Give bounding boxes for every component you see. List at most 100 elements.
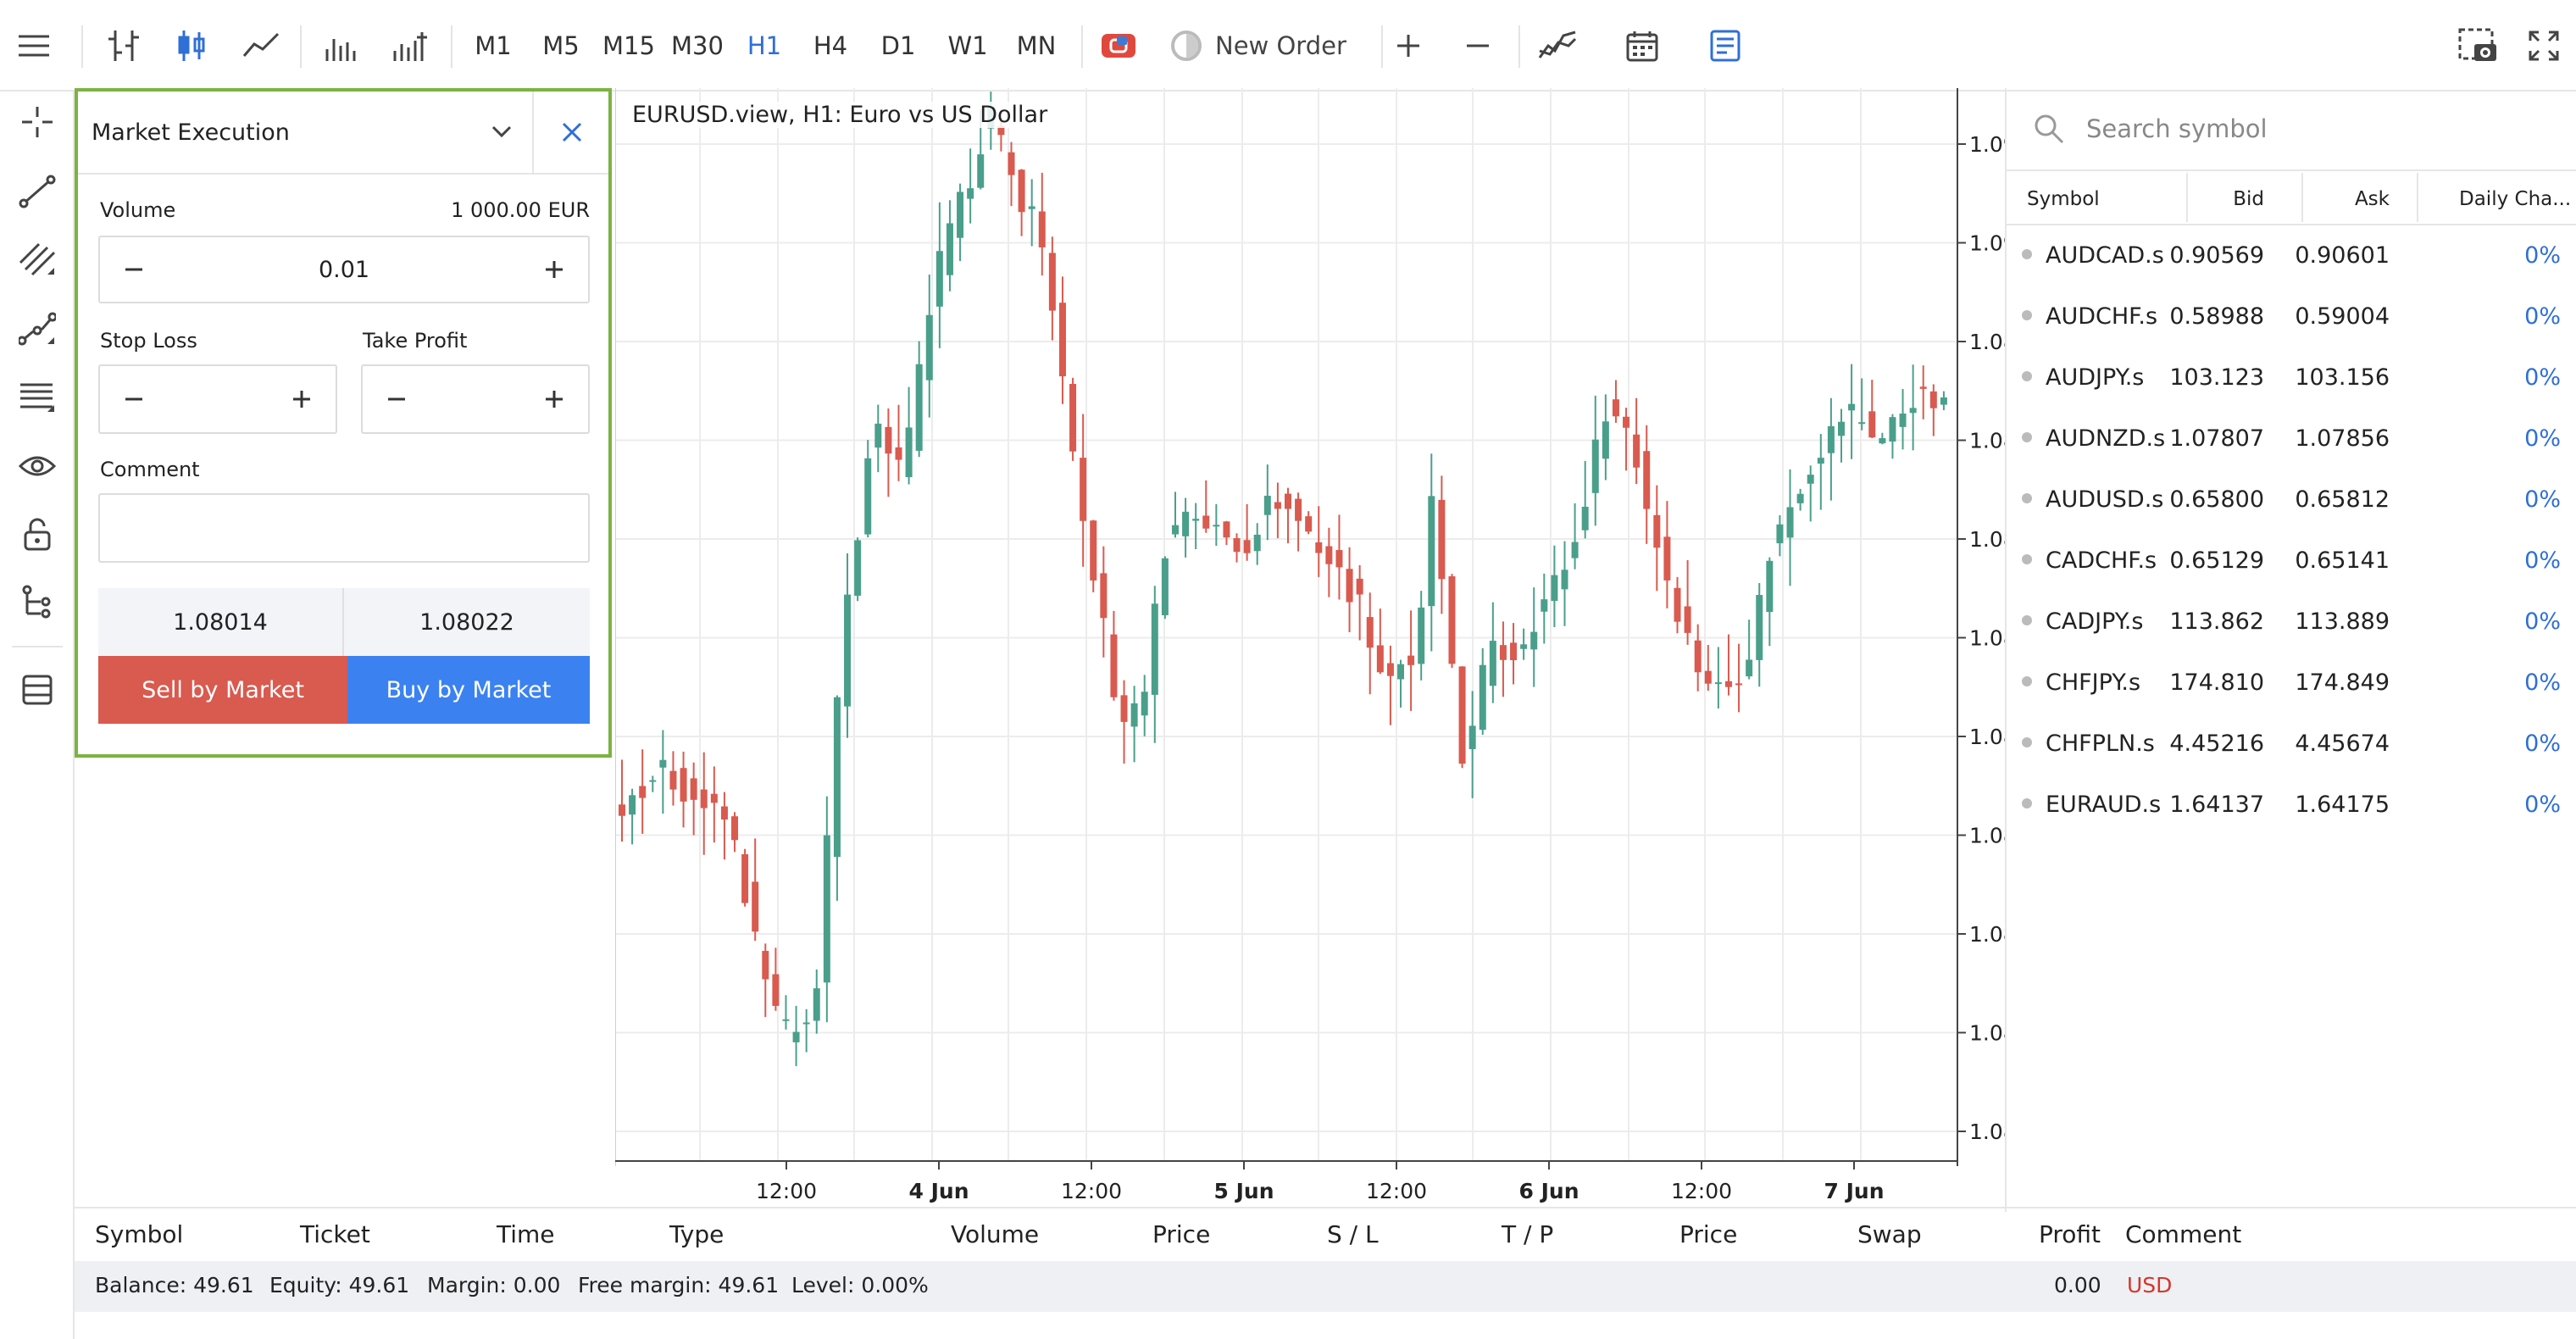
- candlestick-chart[interactable]: 1.09170 1.09080 1.08990 1.08900 1.08810 1.087…: [615, 88, 2005, 1212]
- comment-label: Comment: [100, 458, 200, 481]
- market-watch-row[interactable]: EURAUD.s 1.64137 1.64175 0%: [2007, 775, 2576, 836]
- volume-increase-button[interactable]: [529, 237, 580, 302]
- sell-by-market-button[interactable]: Sell by Market: [98, 656, 347, 724]
- market-watch-row[interactable]: CHFJPY.s 174.810 174.849 0%: [2007, 653, 2576, 714]
- market-watch-row[interactable]: AUDCAD.s 0.90569 0.90601 0%: [2007, 225, 2576, 286]
- col-ticket[interactable]: Ticket: [300, 1220, 370, 1248]
- col-current-price[interactable]: Price: [1679, 1220, 1738, 1248]
- col-swap[interactable]: Swap: [1857, 1220, 1922, 1248]
- bid-value: 0.90569: [2169, 242, 2264, 269]
- candle-body: [1130, 703, 1138, 727]
- take-profit-increase-button[interactable]: [529, 366, 580, 432]
- candle-body: [690, 778, 697, 800]
- indicators-icon[interactable]: [1532, 12, 1583, 80]
- order-panel-toggle-icon[interactable]: [1700, 12, 1751, 80]
- channel-tool-icon[interactable]: [12, 234, 63, 285]
- col-bid[interactable]: Bid: [2233, 188, 2264, 210]
- zoom-in-icon[interactable]: [1383, 12, 1434, 80]
- execution-type-select[interactable]: Market Execution: [92, 92, 534, 173]
- timeframe-w1[interactable]: W1: [947, 31, 988, 60]
- one-click-trading-icon[interactable]: [1093, 12, 1144, 80]
- col-time[interactable]: Time: [497, 1220, 555, 1248]
- col-volume[interactable]: Volume: [951, 1220, 1040, 1248]
- close-order-panel-button[interactable]: [536, 92, 608, 173]
- balance: Balance: 49.61: [95, 1273, 254, 1297]
- candlestick-chart-type-icon[interactable]: [166, 12, 217, 80]
- timeframe-mn[interactable]: MN: [1016, 31, 1057, 60]
- volumes-icon[interactable]: [317, 12, 368, 80]
- symbol-name: CADJPY.s: [2046, 608, 2144, 635]
- zoom-out-icon[interactable]: [1452, 12, 1503, 80]
- volume-input[interactable]: 0.01: [318, 256, 370, 283]
- stop-loss-increase-button[interactable]: [276, 366, 327, 432]
- shapes-tool-icon[interactable]: [12, 371, 63, 422]
- col-daily-change[interactable]: Daily Cha...: [2459, 188, 2572, 210]
- price-chart[interactable]: 1.09170 1.09080 1.08990 1.08900 1.08810 1.087…: [615, 88, 2005, 1212]
- templates-icon[interactable]: [12, 664, 63, 715]
- candle-body: [1530, 631, 1538, 650]
- volume-decrease-button[interactable]: [108, 237, 159, 302]
- candle-body: [1520, 644, 1528, 649]
- volume-label: Volume: [100, 198, 176, 222]
- menu-icon[interactable]: [8, 12, 59, 80]
- daily-change-value: 0%: [2524, 670, 2561, 696]
- col-comment[interactable]: Comment: [2125, 1220, 2242, 1248]
- screenshot-icon[interactable]: [2452, 12, 2503, 80]
- market-watch-row[interactable]: AUDUSD.s 0.65800 0.65812 0%: [2007, 469, 2576, 531]
- candle-body: [1161, 558, 1169, 615]
- timeframe-h1[interactable]: H1: [747, 31, 782, 60]
- col-type[interactable]: Type: [669, 1220, 724, 1248]
- stop-loss-decrease-button[interactable]: [108, 366, 159, 432]
- col-ask[interactable]: Ask: [2354, 188, 2390, 210]
- col-symbol[interactable]: Symbol: [2027, 188, 2100, 210]
- candle-body: [1397, 664, 1405, 680]
- take-profit-decrease-button[interactable]: [371, 366, 422, 432]
- candle-body: [659, 759, 667, 768]
- search-input[interactable]: Search symbol: [2086, 114, 2268, 143]
- order-panel: Market Execution Volume 1 000.00 EUR 0.0…: [75, 88, 612, 758]
- timeframe-m1[interactable]: M1: [475, 31, 512, 60]
- daily-change-value: 0%: [2524, 731, 2561, 757]
- market-watch-row[interactable]: CADCHF.s 0.65129 0.65141 0%: [2007, 531, 2576, 592]
- buy-by-market-button[interactable]: Buy by Market: [347, 656, 590, 724]
- lock-icon[interactable]: [12, 508, 63, 559]
- crosshair-icon[interactable]: [12, 97, 63, 147]
- ask-value: 113.889: [2295, 608, 2390, 635]
- market-watch-row[interactable]: AUDCHF.s 0.58988 0.59004 0%: [2007, 286, 2576, 347]
- candle-body: [792, 1031, 800, 1042]
- col-open-price[interactable]: Price: [1152, 1220, 1211, 1248]
- timeframe-m15[interactable]: M15: [602, 31, 655, 60]
- timeframe-h4[interactable]: H4: [813, 31, 848, 60]
- fullscreen-icon[interactable]: [2518, 12, 2569, 80]
- trendline-tool-icon[interactable]: [12, 166, 63, 217]
- candle-body: [1305, 516, 1313, 532]
- market-watch-row[interactable]: AUDNZD.s 1.07807 1.07856 0%: [2007, 408, 2576, 469]
- object-tree-icon[interactable]: [12, 576, 63, 627]
- candle-body: [680, 768, 687, 802]
- market-watch-row[interactable]: AUDJPY.s 103.123 103.156 0%: [2007, 347, 2576, 408]
- calendar-icon[interactable]: [1617, 12, 1668, 80]
- eye-icon[interactable]: [12, 441, 63, 492]
- candle-body: [1090, 520, 1097, 581]
- timeframe-d1[interactable]: D1: [880, 31, 916, 60]
- new-order-button[interactable]: New Order: [1169, 12, 1373, 80]
- take-profit-stepper: [361, 364, 590, 434]
- comment-input[interactable]: [98, 493, 590, 563]
- col-profit[interactable]: Profit: [2039, 1220, 2101, 1248]
- candle-body: [1571, 542, 1579, 558]
- tick-volumes-icon[interactable]: [385, 12, 436, 80]
- account-currency: USD: [2127, 1273, 2173, 1297]
- bar-chart-type-icon[interactable]: [98, 12, 149, 80]
- timeframe-m5[interactable]: M5: [542, 31, 580, 60]
- symbol-search[interactable]: Search symbol: [2007, 88, 2576, 171]
- col-take-profit[interactable]: T / P: [1502, 1220, 1554, 1248]
- fibonacci-tool-icon[interactable]: [12, 303, 63, 354]
- timeframe-m30[interactable]: M30: [671, 31, 724, 60]
- market-watch-row[interactable]: CHFPLN.s 4.45216 4.45674 0%: [2007, 714, 2576, 775]
- market-watch-row[interactable]: CADJPY.s 113.862 113.889 0%: [2007, 592, 2576, 653]
- col-stop-loss[interactable]: S / L: [1327, 1220, 1379, 1248]
- time-tick-label: 12:00: [1061, 1179, 1122, 1203]
- line-chart-type-icon[interactable]: [236, 12, 286, 80]
- candle-body: [1489, 641, 1496, 686]
- col-trade-symbol[interactable]: Symbol: [95, 1220, 184, 1248]
